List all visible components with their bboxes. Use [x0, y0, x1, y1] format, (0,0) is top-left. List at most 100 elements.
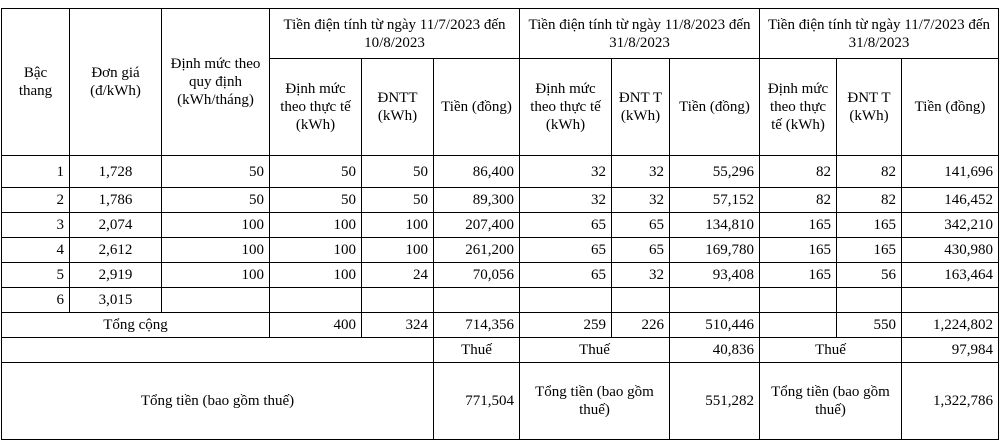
- column-header: Định mức theo thực tế (kWh): [519, 58, 612, 156]
- column-header: ĐNT T (kWh): [836, 58, 902, 156]
- table-cell: 100: [361, 237, 434, 263]
- empty-cell: [669, 287, 760, 313]
- table-cell: 146,452: [901, 187, 999, 213]
- table-cell: 86,400: [433, 155, 520, 188]
- column-header: Định mức theo quy định (kWh/tháng): [161, 8, 270, 156]
- total-value: 324: [361, 312, 434, 338]
- table-cell: 32: [519, 187, 612, 213]
- table-cell: 1,728: [69, 155, 162, 188]
- table-cell: 82: [759, 187, 837, 213]
- table-cell: 82: [836, 187, 902, 213]
- table-cell: 2,612: [69, 237, 162, 263]
- group-header: Tiền điện tính từ ngày 11/7/2023 đến 31/…: [759, 8, 999, 59]
- table-cell: 165: [759, 262, 837, 288]
- empty-cell: [361, 287, 434, 313]
- table-cell: 32: [611, 262, 670, 288]
- total-value: 1,224,802: [901, 312, 999, 338]
- table-cell: 141,696: [901, 155, 999, 188]
- table-cell: 100: [361, 212, 434, 238]
- table-cell: 2,919: [69, 262, 162, 288]
- table-wrap: Bậc thang Đơn giá (đ/kWh) Định mức theo qu…: [1, 8, 999, 440]
- empty-cell: [611, 287, 670, 313]
- tax-value: 97,984: [901, 337, 999, 363]
- table-cell: 50: [361, 155, 434, 188]
- grand-total-label: Tổng tiền (bao gồm thuế): [1, 362, 434, 440]
- table-cell: 100: [161, 212, 270, 238]
- table-cell: 100: [269, 237, 362, 263]
- total-value: 550: [836, 312, 902, 338]
- column-header: Tiền (đồng): [669, 58, 760, 156]
- empty-cell: [759, 287, 837, 313]
- group-header: Tiền điện tính từ ngày 11/8/2023 đến 31/…: [519, 8, 760, 59]
- table-cell: 165: [836, 212, 902, 238]
- column-header: Đơn giá (đ/kWh): [69, 8, 162, 156]
- total-label: Tổng cộng: [1, 312, 270, 338]
- empty-cell: [519, 287, 612, 313]
- table-cell: 1: [1, 155, 70, 188]
- grand-total-label: Tổng tiền (bao gồm thuế): [759, 362, 902, 440]
- grand-total-value: 771,504: [433, 362, 520, 440]
- table-cell: 32: [611, 187, 670, 213]
- column-header: ĐNTT (kWh): [361, 58, 434, 156]
- table-cell: 70,056: [433, 262, 520, 288]
- group-header: Tiền điện tính từ ngày 11/7/2023 đến 10/…: [269, 8, 520, 59]
- empty-cell: [269, 287, 362, 313]
- table-cell: 65: [611, 212, 670, 238]
- table-cell: 24: [361, 262, 434, 288]
- column-header: Định mức theo thực tế (kWh): [269, 58, 362, 156]
- table-row: 5 2,919 100 100 24 70,056 65 32 93,408 165 56 163,4…: [1, 262, 999, 288]
- empty-cell: [1, 337, 434, 363]
- table-cell: 82: [759, 155, 837, 188]
- table-cell: 65: [519, 212, 612, 238]
- table-cell: 100: [269, 212, 362, 238]
- table-cell: 2: [1, 187, 70, 213]
- tax-value: 40,836: [669, 337, 760, 363]
- table-row: 2 1,786 50 50 50 89,300 32 32 57,152 82 82 146,452: [1, 187, 999, 213]
- empty-cell: [161, 287, 270, 313]
- empty-cell: [759, 312, 837, 338]
- table-row: 6 3,015: [1, 287, 999, 313]
- table-cell: 342,210: [901, 212, 999, 238]
- total-value: 259: [519, 312, 612, 338]
- table-row: Định mức theo thực tế (kWh) ĐNTT (kWh) Tiề…: [2, 58, 999, 156]
- grand-total-label: Tổng tiền (bao gồm thuế): [519, 362, 670, 440]
- total-value: 226: [611, 312, 670, 338]
- table-cell: 82: [836, 155, 902, 188]
- tariff-table: Bậc thang Đơn giá (đ/kWh) Định mức theo qu…: [1, 8, 999, 440]
- column-header: ĐNT T (kWh): [611, 58, 670, 156]
- table-cell: 1,786: [69, 187, 162, 213]
- empty-cell: [901, 287, 999, 313]
- table-cell: 3,015: [69, 287, 162, 313]
- table-cell: 165: [759, 237, 837, 263]
- table-cell: 169,780: [669, 237, 760, 263]
- table-cell: 100: [161, 262, 270, 288]
- table-row: 4 2,612 100 100 100 261,200 65 65 169,780 165 165 4…: [1, 237, 999, 263]
- tax-label: Thuế: [433, 337, 520, 363]
- table-cell: 100: [161, 237, 270, 263]
- table-cell: 57,152: [669, 187, 760, 213]
- table-row: Thuế Thuế 40,836 Thuế 97,984: [1, 337, 999, 363]
- table-row: 1 1,728 50 50 50 86,400 32 32 55,296 82 82 141,696: [1, 155, 999, 188]
- table-cell: 65: [611, 237, 670, 263]
- total-value: 510,446: [669, 312, 760, 338]
- total-value: 400: [269, 312, 362, 338]
- total-value: 714,356: [433, 312, 520, 338]
- table-cell: 32: [611, 155, 670, 188]
- table-cell: 50: [361, 187, 434, 213]
- table-cell: 3: [1, 212, 70, 238]
- table-cell: 165: [836, 237, 902, 263]
- column-header: Bậc thang: [1, 8, 70, 156]
- column-header: Định mức theo thực tế (kWh): [759, 58, 837, 156]
- table-cell: 50: [269, 155, 362, 188]
- table-cell: 50: [161, 155, 270, 188]
- table-row: Tổng cộng 400 324 714,356 259 226 510,446 550 1,…: [1, 312, 999, 338]
- empty-cell: [433, 287, 520, 313]
- table-cell: 165: [759, 212, 837, 238]
- tax-label: Thuế: [519, 337, 670, 363]
- table-row: Tổng tiền (bao gồm thuế) 771,504 Tổng tiền…: [1, 362, 999, 440]
- grand-total-value: 1,322,786: [901, 362, 999, 440]
- table-cell: 261,200: [433, 237, 520, 263]
- empty-cell: [836, 287, 902, 313]
- table-cell: 5: [1, 262, 70, 288]
